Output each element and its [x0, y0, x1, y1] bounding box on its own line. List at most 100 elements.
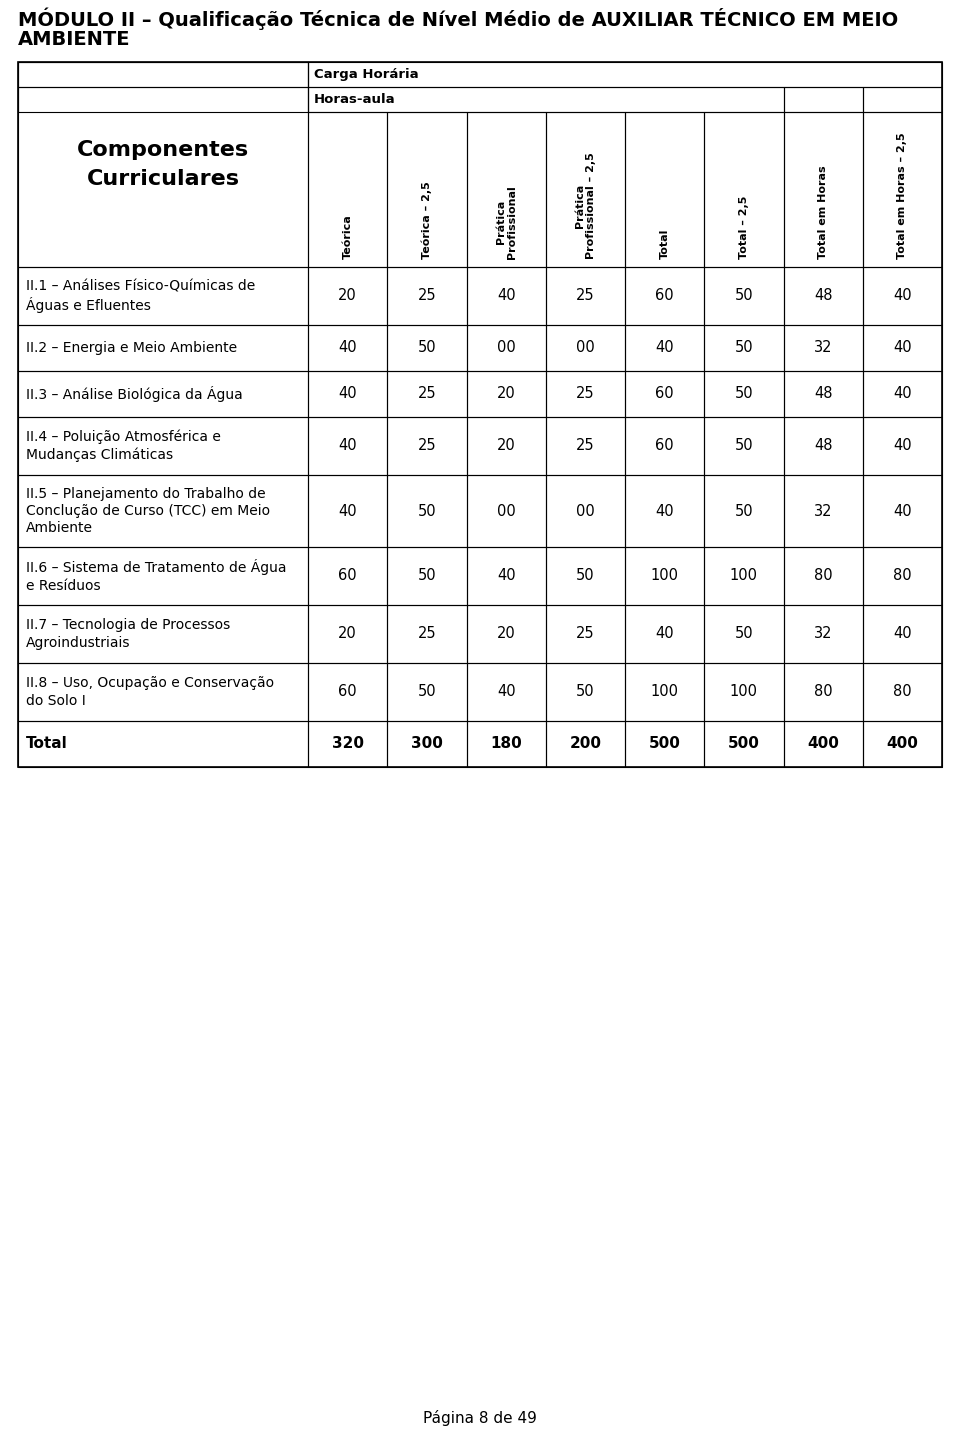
Bar	[625, 547, 705, 604]
Text: 50: 50	[734, 340, 754, 356]
Bar	[387, 416, 467, 474]
Bar	[308, 372, 387, 416]
Bar	[18, 372, 308, 416]
Text: 60: 60	[338, 568, 357, 584]
Text: II.6 – Sistema de Tratamento de Água
e Resíduos: II.6 – Sistema de Tratamento de Água e R…	[26, 560, 286, 593]
Bar	[705, 474, 783, 547]
Text: 00: 00	[576, 340, 595, 356]
Bar	[387, 474, 467, 547]
Text: 32: 32	[814, 340, 832, 356]
Text: 40: 40	[338, 340, 357, 356]
Bar	[783, 547, 863, 604]
Bar	[308, 664, 387, 722]
Bar	[545, 547, 625, 604]
Bar	[783, 111, 863, 268]
Text: 80: 80	[814, 568, 832, 584]
Bar	[18, 604, 308, 664]
Text: 25: 25	[576, 386, 594, 402]
Text: II.5 – Planejamento do Trabalho de
Conclução de Curso (TCC) em Meio
Ambiente: II.5 – Planejamento do Trabalho de Concl…	[26, 487, 270, 535]
Bar	[705, 416, 783, 474]
Text: 50: 50	[734, 289, 754, 304]
Text: 40: 40	[338, 438, 357, 454]
Bar	[18, 87, 308, 111]
Text: 25: 25	[418, 438, 436, 454]
Bar	[863, 372, 942, 416]
Bar	[387, 268, 467, 325]
Text: 20: 20	[496, 386, 516, 402]
Bar	[308, 87, 783, 111]
Bar	[705, 722, 783, 766]
Text: 300: 300	[411, 736, 443, 752]
Text: 00: 00	[496, 503, 516, 519]
Bar	[863, 547, 942, 604]
Bar	[545, 416, 625, 474]
Text: 50: 50	[576, 684, 594, 700]
Bar	[705, 268, 783, 325]
Bar	[387, 372, 467, 416]
Bar	[545, 604, 625, 664]
Bar	[625, 416, 705, 474]
Bar	[705, 111, 783, 268]
Text: 48: 48	[814, 438, 832, 454]
Text: 25: 25	[576, 438, 594, 454]
Text: 50: 50	[418, 503, 436, 519]
Text: AMBIENTE: AMBIENTE	[18, 30, 131, 49]
Text: 00: 00	[496, 340, 516, 356]
Text: 40: 40	[338, 503, 357, 519]
Bar	[467, 604, 545, 664]
Bar	[467, 474, 545, 547]
Bar	[625, 722, 705, 766]
Text: 50: 50	[418, 684, 436, 700]
Text: Teórica – 2,5: Teórica – 2,5	[421, 181, 432, 259]
Text: Prática
Profissional: Prática Profissional	[495, 185, 516, 259]
Bar	[387, 722, 467, 766]
Bar	[308, 62, 942, 87]
Bar	[863, 87, 942, 111]
Bar	[783, 87, 863, 111]
Bar	[625, 474, 705, 547]
Text: 80: 80	[893, 684, 912, 700]
Text: II.1 – Análises Físico-Químicas de
Águas e Efluentes: II.1 – Análises Físico-Químicas de Águas…	[26, 279, 255, 312]
Bar	[18, 268, 308, 325]
Bar	[308, 604, 387, 664]
Bar	[783, 372, 863, 416]
Bar	[863, 474, 942, 547]
Text: 60: 60	[338, 684, 357, 700]
Bar	[545, 111, 625, 268]
Text: 50: 50	[734, 438, 754, 454]
Bar	[467, 722, 545, 766]
Bar	[705, 604, 783, 664]
Bar	[467, 325, 545, 372]
Bar	[625, 372, 705, 416]
Text: 60: 60	[656, 438, 674, 454]
Text: II.8 – Uso, Ocupação e Conservação
do Solo I: II.8 – Uso, Ocupação e Conservação do So…	[26, 677, 275, 707]
Bar	[18, 62, 308, 87]
Bar	[18, 664, 308, 722]
Text: 25: 25	[576, 289, 594, 304]
Text: 50: 50	[734, 503, 754, 519]
Bar	[705, 547, 783, 604]
Bar	[783, 325, 863, 372]
Text: 180: 180	[491, 736, 522, 752]
Bar	[863, 664, 942, 722]
Text: 40: 40	[893, 340, 912, 356]
Text: 50: 50	[734, 626, 754, 642]
Bar	[625, 604, 705, 664]
Bar	[467, 547, 545, 604]
Text: 40: 40	[656, 503, 674, 519]
Text: Total: Total	[660, 228, 670, 259]
Bar	[467, 664, 545, 722]
Text: Total em Horas: Total em Horas	[818, 165, 828, 259]
Bar	[387, 604, 467, 664]
Text: 80: 80	[814, 684, 832, 700]
Bar	[18, 62, 942, 766]
Text: 00: 00	[576, 503, 595, 519]
Bar	[705, 325, 783, 372]
Text: 100: 100	[651, 568, 679, 584]
Text: 60: 60	[656, 386, 674, 402]
Text: 40: 40	[893, 386, 912, 402]
Text: 50: 50	[734, 386, 754, 402]
Text: 40: 40	[338, 386, 357, 402]
Bar	[308, 722, 387, 766]
Text: MÓDULO II – Qualificação Técnica de Nível Médio de AUXILIAR TÉCNICO EM MEIO: MÓDULO II – Qualificação Técnica de Níve…	[18, 9, 899, 30]
